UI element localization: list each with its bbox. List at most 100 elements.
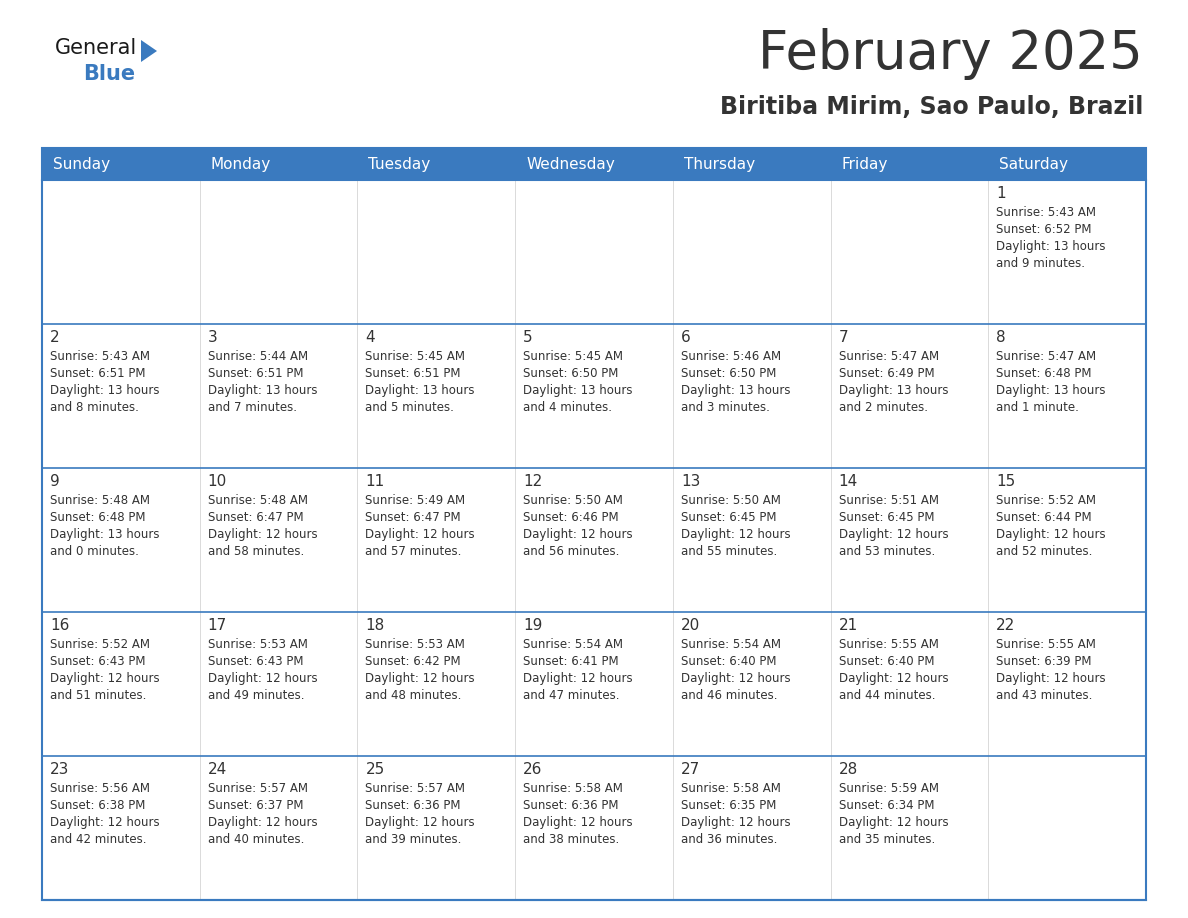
Text: Sunset: 6:47 PM: Sunset: 6:47 PM — [366, 511, 461, 524]
Text: Sunset: 6:52 PM: Sunset: 6:52 PM — [997, 223, 1092, 236]
Text: 21: 21 — [839, 618, 858, 633]
Text: Sunset: 6:51 PM: Sunset: 6:51 PM — [366, 367, 461, 380]
Bar — [42, 468, 200, 612]
Bar — [672, 180, 830, 324]
Text: Sunset: 6:36 PM: Sunset: 6:36 PM — [523, 799, 619, 812]
Text: Sunset: 6:38 PM: Sunset: 6:38 PM — [50, 799, 145, 812]
Polygon shape — [141, 40, 157, 62]
Text: 15: 15 — [997, 474, 1016, 489]
Text: Sunrise: 5:56 AM: Sunrise: 5:56 AM — [50, 782, 150, 795]
Bar — [200, 180, 358, 324]
Text: Sunrise: 5:57 AM: Sunrise: 5:57 AM — [208, 782, 308, 795]
Bar — [358, 180, 516, 324]
Text: Daylight: 12 hours: Daylight: 12 hours — [366, 816, 475, 829]
Bar — [42, 756, 200, 900]
Text: General: General — [55, 38, 138, 58]
Text: Tuesday: Tuesday — [368, 156, 431, 172]
Text: Sunset: 6:41 PM: Sunset: 6:41 PM — [523, 655, 619, 668]
Text: Sunrise: 5:54 AM: Sunrise: 5:54 AM — [681, 638, 781, 651]
Bar — [42, 324, 200, 468]
Text: Daylight: 12 hours: Daylight: 12 hours — [839, 672, 948, 685]
Text: Biritiba Mirim, Sao Paulo, Brazil: Biritiba Mirim, Sao Paulo, Brazil — [720, 95, 1143, 119]
Text: Sunset: 6:48 PM: Sunset: 6:48 PM — [997, 367, 1092, 380]
Text: Daylight: 12 hours: Daylight: 12 hours — [366, 528, 475, 541]
Text: 7: 7 — [839, 330, 848, 345]
Text: Sunrise: 5:43 AM: Sunrise: 5:43 AM — [997, 206, 1097, 219]
Bar — [830, 324, 988, 468]
Bar — [672, 148, 830, 180]
Text: and 40 minutes.: and 40 minutes. — [208, 833, 304, 846]
Bar — [42, 148, 1146, 900]
Bar — [516, 468, 672, 612]
Text: February 2025: February 2025 — [758, 28, 1143, 80]
Text: Sunrise: 5:57 AM: Sunrise: 5:57 AM — [366, 782, 466, 795]
Text: Daylight: 13 hours: Daylight: 13 hours — [997, 240, 1106, 253]
Text: and 4 minutes.: and 4 minutes. — [523, 401, 612, 414]
Bar — [988, 324, 1146, 468]
Text: Daylight: 12 hours: Daylight: 12 hours — [681, 528, 790, 541]
Text: Sunset: 6:45 PM: Sunset: 6:45 PM — [681, 511, 776, 524]
Text: Sunset: 6:45 PM: Sunset: 6:45 PM — [839, 511, 934, 524]
Bar — [516, 756, 672, 900]
Text: Sunset: 6:34 PM: Sunset: 6:34 PM — [839, 799, 934, 812]
Text: 10: 10 — [208, 474, 227, 489]
Text: Daylight: 12 hours: Daylight: 12 hours — [681, 672, 790, 685]
Text: Daylight: 13 hours: Daylight: 13 hours — [366, 384, 475, 397]
Text: and 43 minutes.: and 43 minutes. — [997, 689, 1093, 702]
Bar — [200, 468, 358, 612]
Text: 13: 13 — [681, 474, 700, 489]
Text: 27: 27 — [681, 762, 700, 777]
Text: Daylight: 12 hours: Daylight: 12 hours — [208, 528, 317, 541]
Text: 8: 8 — [997, 330, 1006, 345]
Text: 3: 3 — [208, 330, 217, 345]
Text: and 1 minute.: and 1 minute. — [997, 401, 1079, 414]
Text: and 58 minutes.: and 58 minutes. — [208, 545, 304, 558]
Bar — [42, 612, 200, 756]
Text: Sunset: 6:43 PM: Sunset: 6:43 PM — [208, 655, 303, 668]
Bar — [672, 468, 830, 612]
Text: 9: 9 — [50, 474, 59, 489]
Text: Daylight: 13 hours: Daylight: 13 hours — [997, 384, 1106, 397]
Bar — [672, 324, 830, 468]
Bar — [358, 612, 516, 756]
Text: and 35 minutes.: and 35 minutes. — [839, 833, 935, 846]
Text: and 2 minutes.: and 2 minutes. — [839, 401, 928, 414]
Text: Sunrise: 5:52 AM: Sunrise: 5:52 AM — [50, 638, 150, 651]
Bar — [672, 756, 830, 900]
Text: 12: 12 — [523, 474, 543, 489]
Text: Daylight: 13 hours: Daylight: 13 hours — [839, 384, 948, 397]
Text: Daylight: 12 hours: Daylight: 12 hours — [208, 816, 317, 829]
Text: Daylight: 12 hours: Daylight: 12 hours — [997, 528, 1106, 541]
Text: Sunrise: 5:54 AM: Sunrise: 5:54 AM — [523, 638, 624, 651]
Text: Sunrise: 5:48 AM: Sunrise: 5:48 AM — [50, 494, 150, 507]
Text: Sunrise: 5:58 AM: Sunrise: 5:58 AM — [681, 782, 781, 795]
Text: Sunrise: 5:58 AM: Sunrise: 5:58 AM — [523, 782, 623, 795]
Text: Blue: Blue — [83, 64, 135, 84]
Text: and 9 minutes.: and 9 minutes. — [997, 257, 1086, 270]
Bar — [830, 468, 988, 612]
Text: Sunset: 6:47 PM: Sunset: 6:47 PM — [208, 511, 303, 524]
Text: Sunrise: 5:47 AM: Sunrise: 5:47 AM — [839, 350, 939, 363]
Text: Sunrise: 5:43 AM: Sunrise: 5:43 AM — [50, 350, 150, 363]
Text: and 36 minutes.: and 36 minutes. — [681, 833, 777, 846]
Text: and 39 minutes.: and 39 minutes. — [366, 833, 462, 846]
Text: Sunrise: 5:47 AM: Sunrise: 5:47 AM — [997, 350, 1097, 363]
Bar — [358, 468, 516, 612]
Bar — [830, 148, 988, 180]
Bar — [42, 148, 200, 180]
Text: Daylight: 13 hours: Daylight: 13 hours — [50, 528, 159, 541]
Text: Sunrise: 5:45 AM: Sunrise: 5:45 AM — [523, 350, 624, 363]
Text: and 51 minutes.: and 51 minutes. — [50, 689, 146, 702]
Text: 4: 4 — [366, 330, 375, 345]
Bar — [988, 468, 1146, 612]
Text: and 7 minutes.: and 7 minutes. — [208, 401, 297, 414]
Text: Sunset: 6:40 PM: Sunset: 6:40 PM — [681, 655, 776, 668]
Text: 19: 19 — [523, 618, 543, 633]
Text: Daylight: 12 hours: Daylight: 12 hours — [208, 672, 317, 685]
Text: Sunrise: 5:50 AM: Sunrise: 5:50 AM — [681, 494, 781, 507]
Text: and 55 minutes.: and 55 minutes. — [681, 545, 777, 558]
Text: 25: 25 — [366, 762, 385, 777]
Text: and 52 minutes.: and 52 minutes. — [997, 545, 1093, 558]
Text: Wednesday: Wednesday — [526, 156, 615, 172]
Text: Sunset: 6:39 PM: Sunset: 6:39 PM — [997, 655, 1092, 668]
